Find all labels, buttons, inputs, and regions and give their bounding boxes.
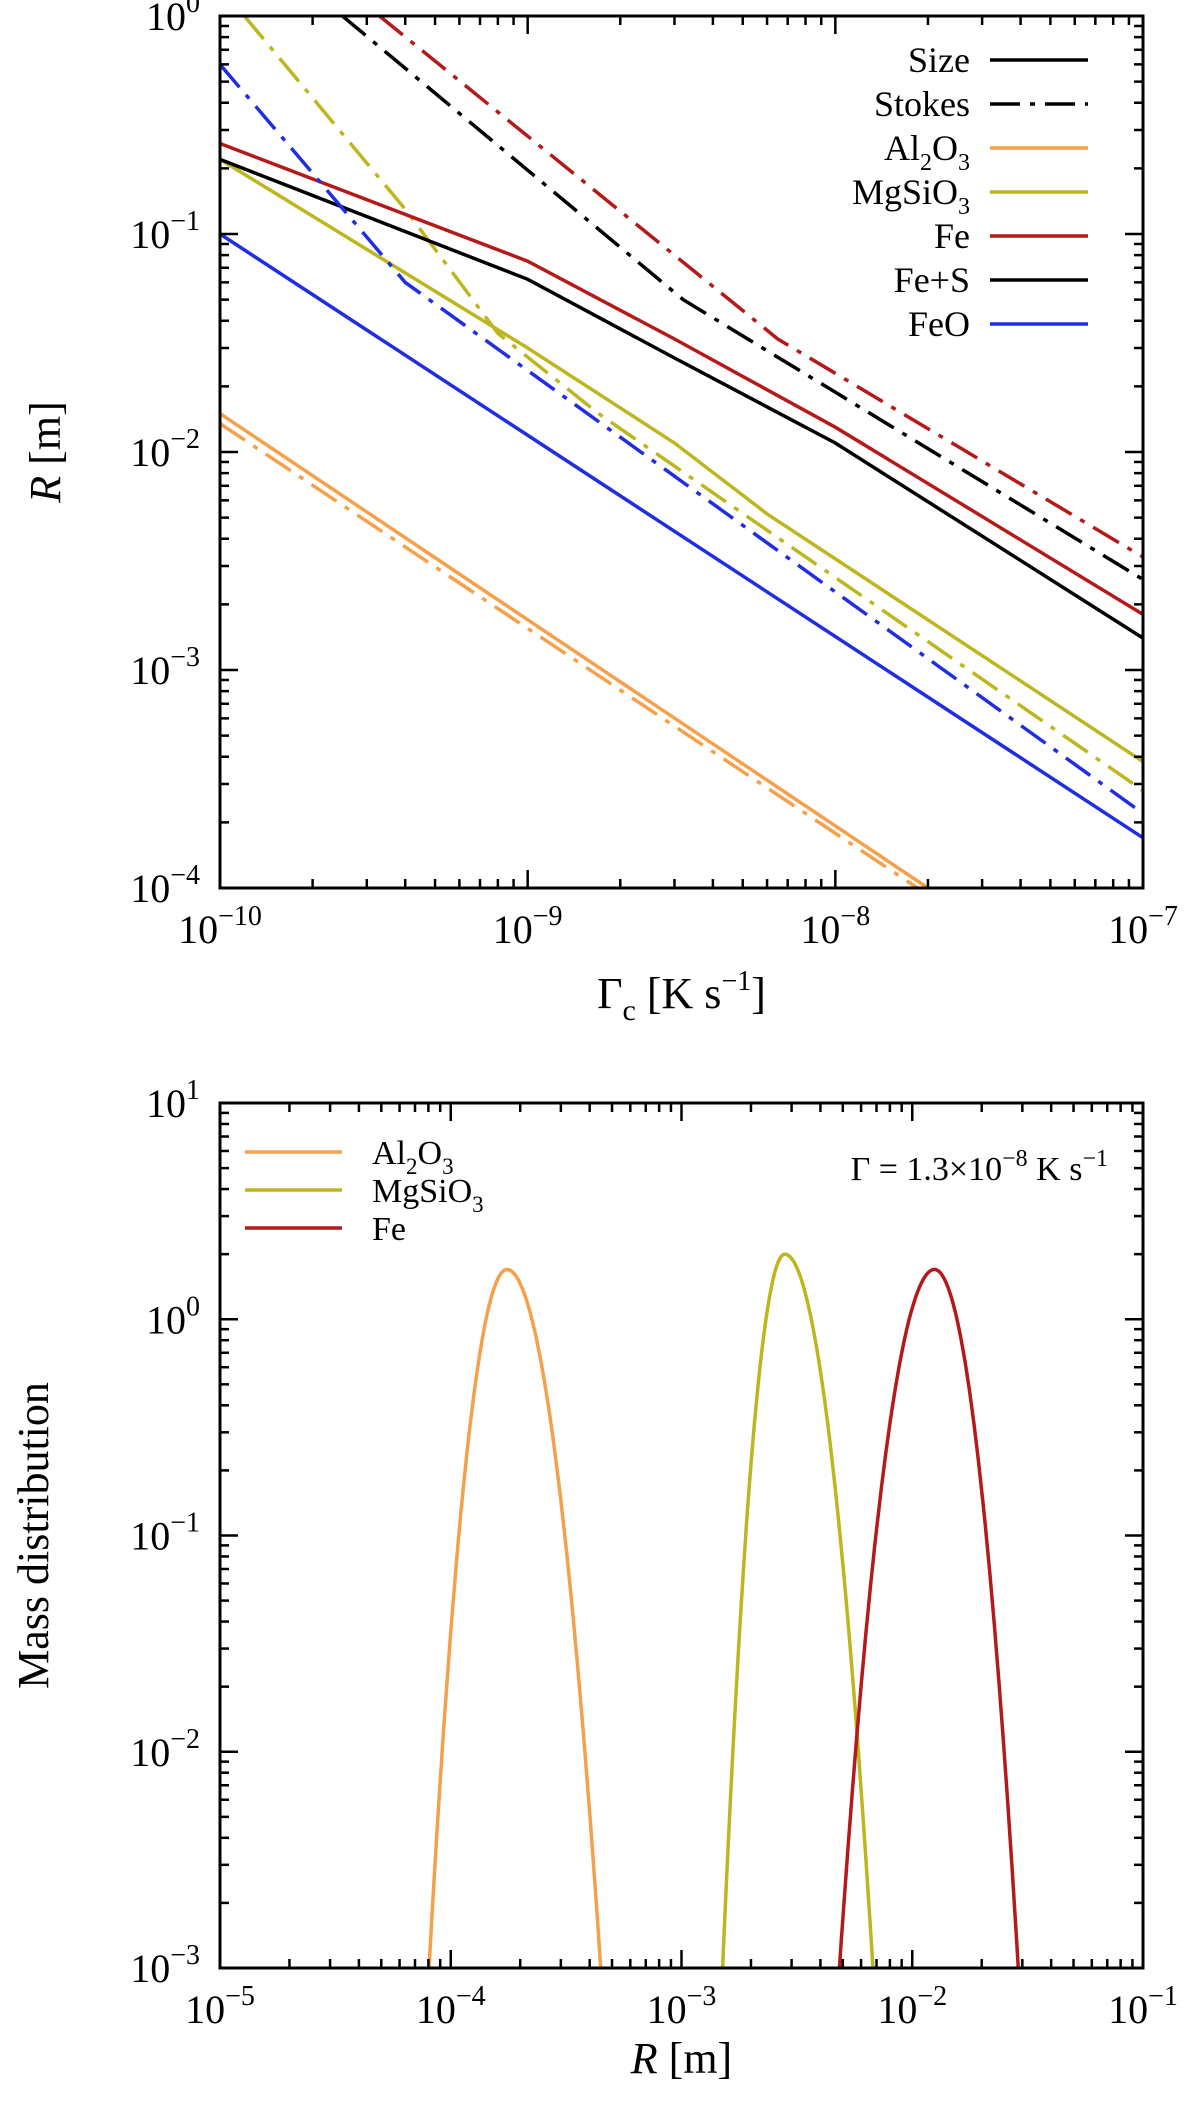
legend-entry: FeO [908, 304, 1088, 344]
legend-entry: MgSiO3 [245, 1173, 484, 1217]
y-tick-label: 10−3 [130, 642, 200, 693]
series-line-mgsio3-stokes [243, 16, 1143, 792]
bottom-chart: 10−5 10−4 10−3 10−2 10−1 10−3 10−2 10−1 100 101 R … [9, 1075, 1178, 2083]
series-lines [220, 16, 1143, 888]
x-tick-label: 10−4 [416, 1981, 486, 2032]
y-tick-label: 10−2 [130, 424, 200, 475]
legend-entry: Fe [245, 1211, 406, 1248]
series-line-mgsio3-size [220, 157, 1143, 764]
series-lines [427, 1252, 1021, 1968]
y-tick-label: 10−1 [130, 206, 200, 257]
legend-label: Fe+S [894, 260, 970, 300]
y-tick-label: 10−1 [130, 1508, 200, 1559]
x-tick-label: 10−10 [178, 901, 262, 952]
series-line-fe-size [220, 141, 1143, 616]
y-tick-label: 100 [146, 0, 200, 39]
legend-entry: Al2O3 [245, 1135, 454, 1179]
legend-label: MgSiO3 [372, 1173, 484, 1217]
legend-entry: Stokes [874, 84, 1088, 124]
legend-label: Al2O3 [884, 128, 970, 176]
x-tick-label: 10−5 [185, 1981, 255, 2032]
series-line-feo-size [220, 232, 1143, 840]
x-tick-label: 10−8 [800, 901, 870, 952]
y-tick-label: 100 [146, 1291, 200, 1342]
x-tick-label: 10−3 [647, 1981, 717, 2032]
x-tick-label: 10−1 [1108, 1981, 1178, 2032]
series-line-fe-s-size [220, 157, 1143, 640]
legend-entry: MgSiO3 [852, 172, 1088, 220]
legend-label: MgSiO3 [852, 172, 970, 220]
plot-border [218, 1101, 1145, 1970]
legend-label: Stokes [874, 84, 970, 124]
gamma-annotation: Γ = 1.3×10−8 K s−1 [851, 1146, 1108, 1188]
legend-entry: Fe [934, 216, 1088, 256]
series-line-al2o3-stokes [220, 422, 919, 888]
x-axis-label: R [m] [630, 2034, 732, 2083]
y-axis-label: Mass distribution [9, 1382, 58, 1689]
x-tick-label: 10−7 [1108, 901, 1178, 952]
series-line-al2o3-size [220, 412, 929, 888]
legend-entry: Al2O3 [884, 128, 1088, 176]
x-tick-label: 10−9 [493, 901, 563, 952]
legend-label: Fe [934, 216, 970, 256]
legend-label: FeO [908, 304, 970, 344]
ticks [218, 1101, 1145, 1970]
series-line-fe-s-stokes [341, 16, 1143, 581]
legend-label: Al2O3 [372, 1135, 454, 1179]
y-axis-label: R [m] [21, 401, 70, 503]
series-line-mgsio3 [720, 1252, 875, 1968]
x-tick-label: 10−2 [877, 1981, 947, 2032]
x-axis-label: Γc [K s−1] [597, 966, 766, 1027]
series-line-feo-stokes [220, 63, 1143, 815]
legend-entry: Size [908, 40, 1088, 80]
legend-label: Size [908, 40, 970, 80]
axes-frame [218, 1101, 1145, 1970]
legend-entry: Fe+S [894, 260, 1088, 300]
y-tick-label: 101 [146, 1075, 200, 1126]
series-line-al2o3 [427, 1267, 603, 1968]
y-tick-label: 10−3 [130, 1940, 200, 1991]
legend-label: Fe [372, 1211, 406, 1248]
top-chart: 10−10 10−9 10−8 10−7 10−4 10−3 10−2 10−1 100 Γc [… [21, 0, 1178, 1027]
ticks [218, 14, 1145, 890]
series-line-fe [837, 1267, 1021, 1968]
series-line-fe-stokes [378, 16, 1143, 559]
y-tick-label: 10−2 [130, 1724, 200, 1775]
y-tick-label: 10−4 [130, 860, 200, 911]
